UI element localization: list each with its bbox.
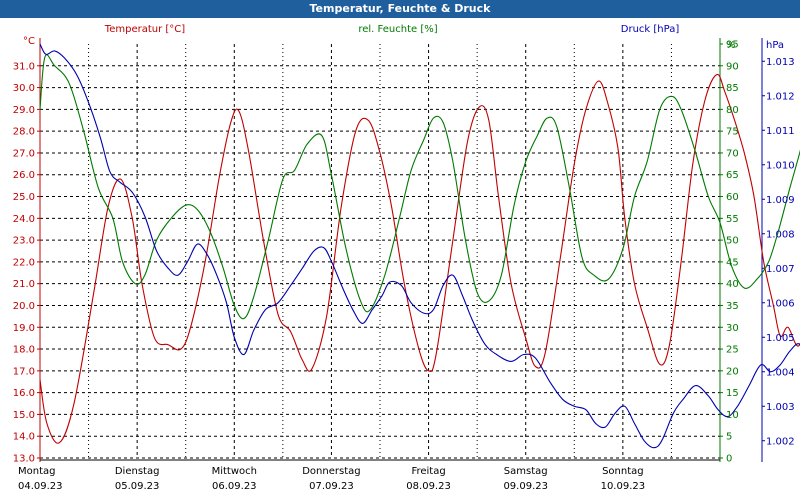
x-day-label: Dienstag <box>115 466 160 477</box>
humidity-tick-label: 70 <box>726 148 739 159</box>
temperature-tick-label: 30.0 <box>13 83 35 94</box>
x-day-label: Freitag <box>411 466 445 477</box>
temperature-tick-label: 23.0 <box>13 236 35 247</box>
pressure-tick-label: 1.012 <box>766 91 795 102</box>
temperature-tick-label: 28.0 <box>13 127 35 138</box>
temperature-tick-label: 27.0 <box>13 148 35 159</box>
temperature-tick-label: 22.0 <box>13 257 35 268</box>
series-layer <box>39 43 800 449</box>
temperature-tick-label: 16.0 <box>13 388 35 399</box>
temperature-tick-label: 29.0 <box>13 105 35 116</box>
humidity-tick-label: 45 <box>726 257 739 268</box>
x-date-label: 06.09.23 <box>212 481 257 492</box>
humidity-tick-label: 55 <box>726 214 739 225</box>
temperature-tick-label: 24.0 <box>13 214 35 225</box>
x-day-label: Sonntag <box>602 466 644 477</box>
temperature-line <box>39 73 800 444</box>
x-day-label: Montag <box>18 466 55 477</box>
x-date-label: 05.09.23 <box>115 481 160 492</box>
humidity-unit-label: % <box>726 40 736 51</box>
pressure-line <box>39 43 800 449</box>
temperature-tick-label: 19.0 <box>13 323 35 334</box>
humidity-tick-label: 20 <box>726 366 739 377</box>
humidity-tick-label: 25 <box>726 345 739 356</box>
humidity-tick-label: 10 <box>726 410 739 421</box>
humidity-tick-label: 85 <box>726 83 739 94</box>
temperature-tick-label: 26.0 <box>13 170 35 181</box>
x-day-label: Donnerstag <box>302 466 360 477</box>
humidity-tick-label: 50 <box>726 236 739 247</box>
temperature-tick-label: 14.0 <box>13 432 35 443</box>
humidity-tick-label: 0 <box>726 454 732 465</box>
humidity-tick-label: 75 <box>726 127 739 138</box>
axes <box>37 38 765 462</box>
temperature-tick-label: 25.0 <box>13 192 35 203</box>
chart-canvas: 13.0 14.0 15.0 16.0 17.0 18.0 19.0 20.0 21.0 22.0… <box>13 24 800 492</box>
x-date-label: 10.09.23 <box>601 481 646 492</box>
temperature-tick-label: 17.0 <box>13 366 35 377</box>
temperature-tick-label: 20.0 <box>13 301 35 312</box>
pressure-tick-label: 1.003 <box>766 402 795 413</box>
grid <box>39 44 721 459</box>
humidity-tick-label: 35 <box>726 301 739 312</box>
x-day-label: Samstag <box>504 466 548 477</box>
humidity-tick-label: 15 <box>726 388 739 399</box>
temperature-tick-label: 13.0 <box>13 454 35 465</box>
humidity-line <box>39 54 800 320</box>
pressure-tick-label: 1.007 <box>766 264 795 275</box>
x-day-label: Mittwoch <box>212 466 257 477</box>
pressure-tick-label: 1.006 <box>766 298 795 309</box>
chart-title: Temperatur, Feuchte & Druck <box>309 2 491 15</box>
humidity-tick-label: 60 <box>726 192 739 203</box>
x-date-label: 09.09.23 <box>503 481 548 492</box>
humidity-tick-label: 30 <box>726 323 739 334</box>
pressure-tick-label: 1.005 <box>766 333 795 344</box>
labels-layer: 13.0 14.0 15.0 16.0 17.0 18.0 19.0 20.0 21.0 22.0… <box>13 24 795 492</box>
pressure-tick-label: 1.002 <box>766 436 795 447</box>
temperature-tick-label: 31.0 <box>13 61 35 72</box>
chart-title-bar: Temperatur, Feuchte & Druck <box>0 0 800 18</box>
pressure-series-title: Druck [hPa] <box>621 24 680 35</box>
temperature-unit-label: °C <box>23 36 35 47</box>
humidity-tick-label: 90 <box>726 61 739 72</box>
x-date-label: 08.09.23 <box>406 481 451 492</box>
pressure-tick-label: 1.010 <box>766 160 795 171</box>
pressure-tick-label: 1.013 <box>766 57 795 68</box>
humidity-tick-label: 95 <box>726 40 739 51</box>
humidity-tick-label: 65 <box>726 170 739 181</box>
pressure-tick-label: 1.008 <box>766 229 795 240</box>
humidity-tick-label: 80 <box>726 105 739 116</box>
temperature-tick-label: 15.0 <box>13 410 35 421</box>
pressure-tick-label: 1.011 <box>766 126 795 137</box>
temperature-series-title: Temperatur [°C] <box>104 24 185 35</box>
pressure-tick-label: 1.009 <box>766 195 795 206</box>
pressure-unit-label: hPa <box>766 40 784 51</box>
temperature-tick-label: 21.0 <box>13 279 35 290</box>
x-date-label: 07.09.23 <box>309 481 354 492</box>
humidity-series-title: rel. Feuchte [%] <box>358 24 437 35</box>
x-date-label: 04.09.23 <box>18 481 63 492</box>
humidity-tick-label: 5 <box>726 432 732 443</box>
pressure-tick-label: 1.004 <box>766 367 795 378</box>
temperature-tick-label: 18.0 <box>13 345 35 356</box>
humidity-tick-label: 40 <box>726 279 739 290</box>
